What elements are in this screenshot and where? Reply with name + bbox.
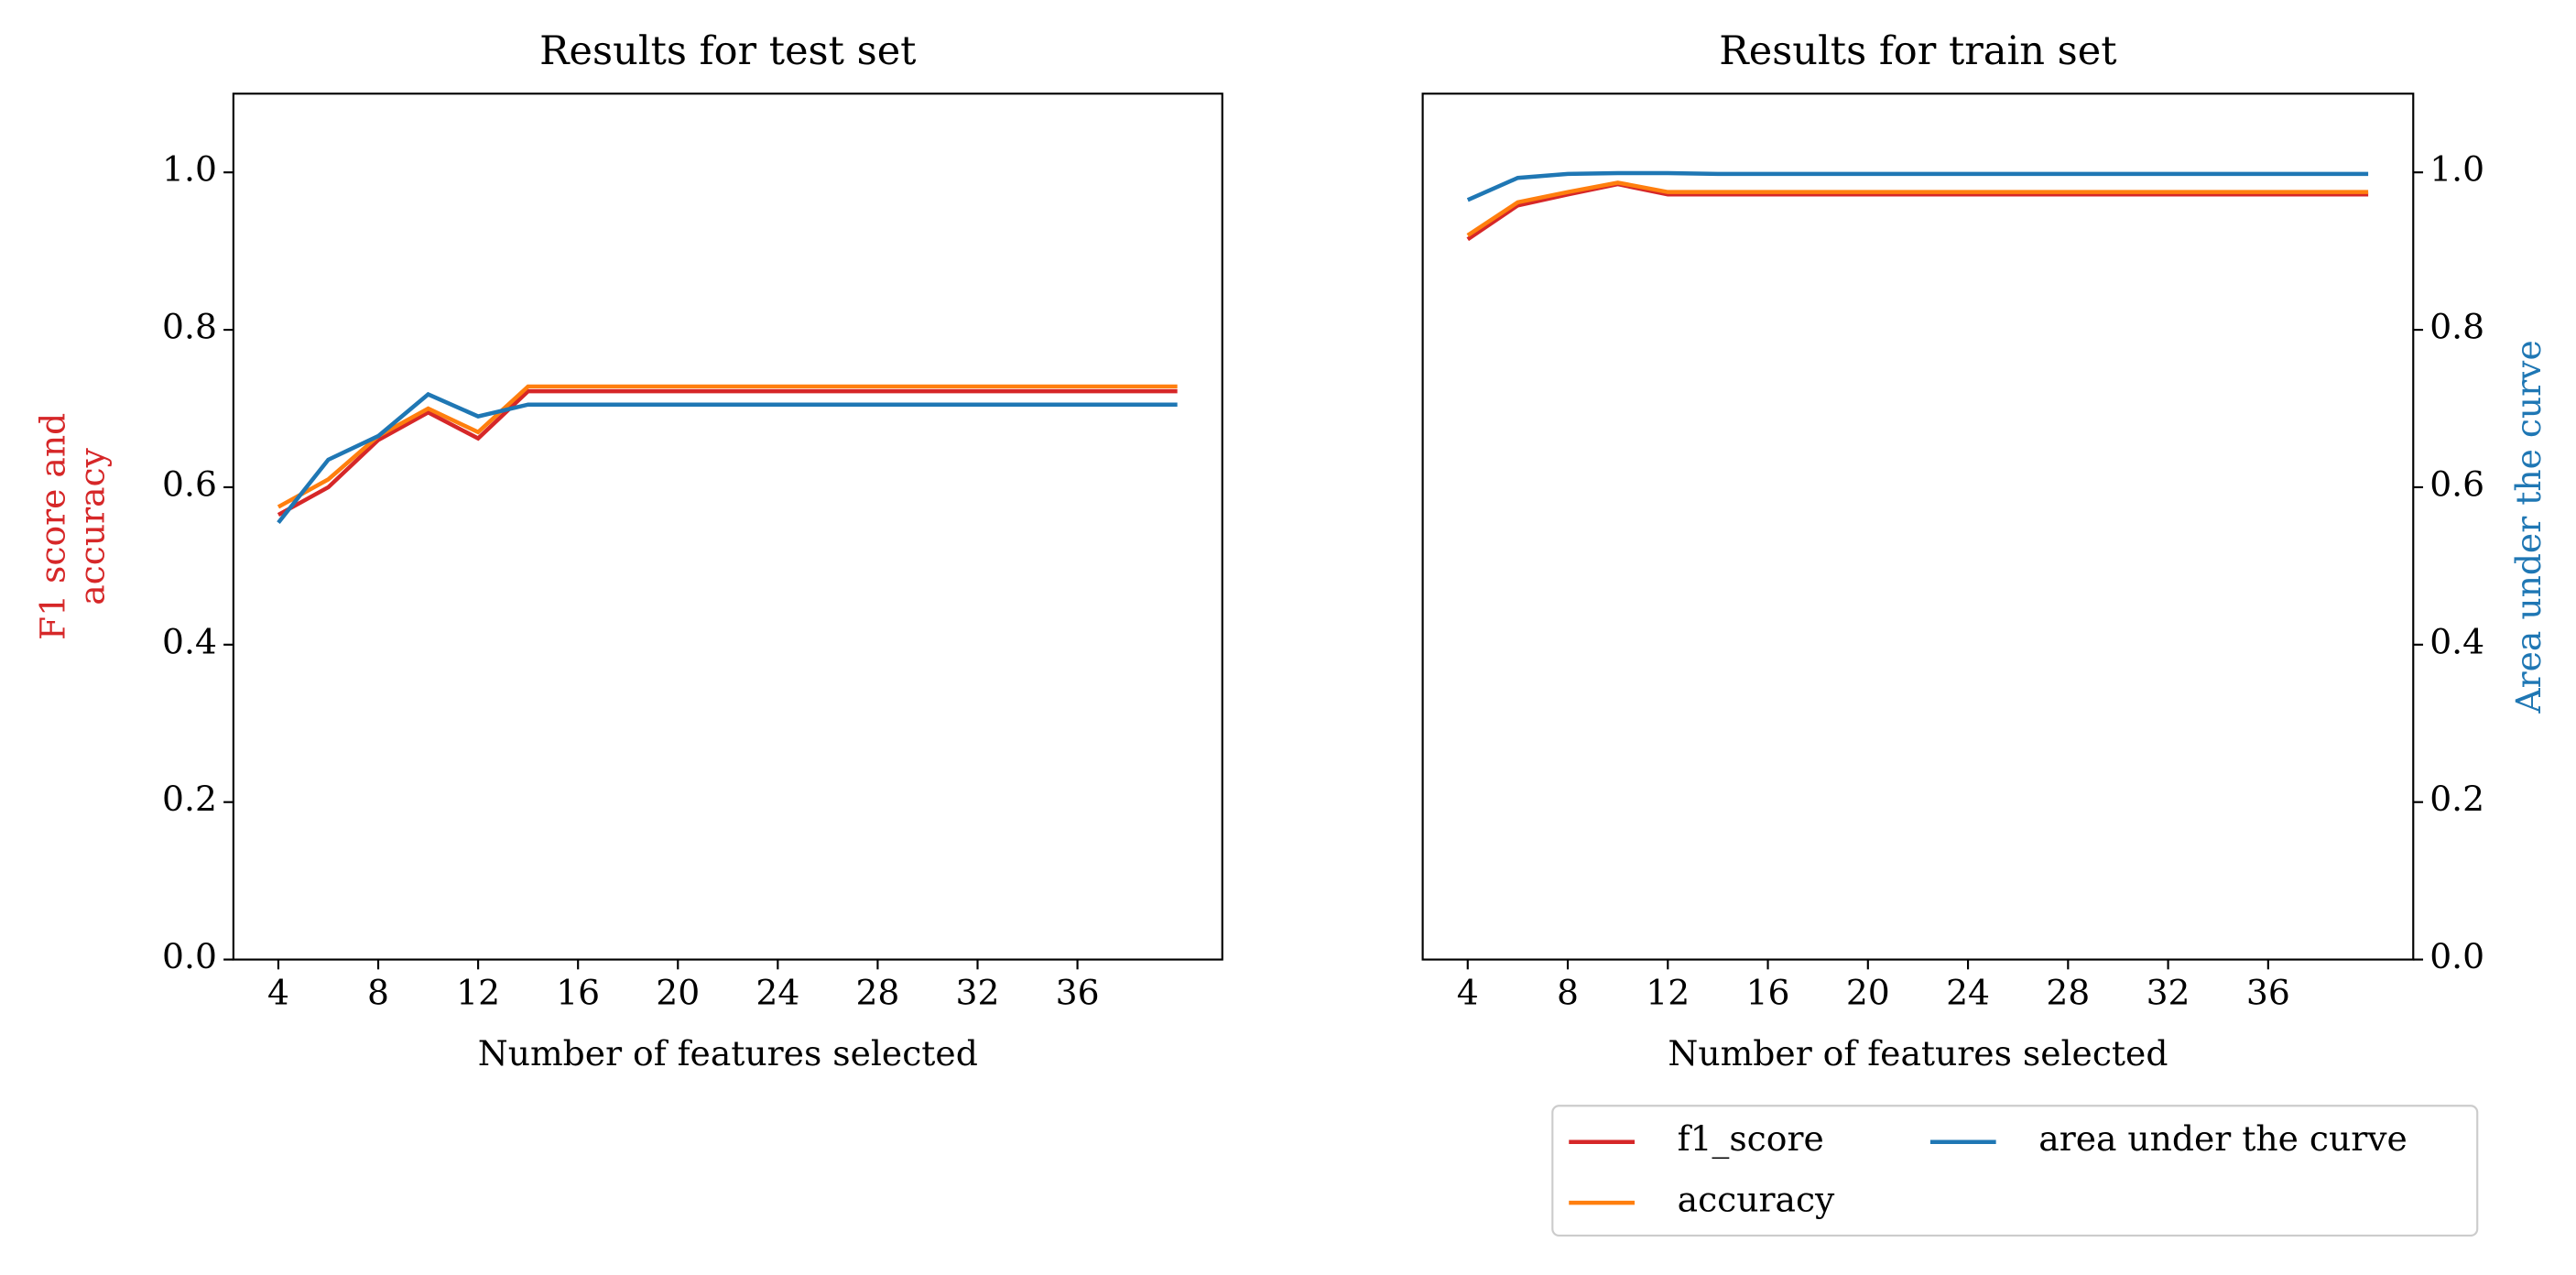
x-tick-label: 20 (1846, 973, 1890, 1013)
plot-frame (1421, 93, 2415, 961)
line-series (277, 384, 1178, 509)
x-axis-label: Number of features selected (478, 1033, 978, 1073)
x-tick-label: 20 (656, 973, 700, 1013)
y-axis-label: accuracy (72, 447, 113, 605)
y-axis-label: Area under the curve (2508, 340, 2549, 714)
y-tick-label: 0.8 (2429, 307, 2484, 347)
line-series (1466, 170, 2369, 202)
x-tick-label: 24 (1946, 973, 1990, 1013)
legend-box (1551, 1105, 2479, 1237)
y-tick-label: 1.0 (2429, 149, 2484, 190)
y-tick-label: 0.6 (2429, 463, 2484, 504)
x-tick-label: 36 (1056, 973, 1100, 1013)
y-tick-label: 0.2 (162, 779, 217, 819)
legend-label: accuracy (1678, 1180, 1835, 1220)
line-series (277, 388, 1178, 517)
plot-frame (232, 93, 1223, 961)
x-tick-label: 36 (2246, 973, 2290, 1013)
x-tick-label: 32 (956, 973, 1000, 1013)
y-tick-label: 0.6 (162, 463, 217, 504)
x-tick-label: 28 (2046, 973, 2090, 1013)
y-tick-label: 0.0 (162, 936, 217, 976)
x-tick-label: 4 (1457, 973, 1479, 1013)
legend-label: f1_score (1678, 1118, 1824, 1160)
chart-title: Results for train set (1719, 28, 2116, 74)
line-series (277, 391, 1178, 525)
x-tick-label: 12 (1646, 973, 1690, 1013)
y-tick-label: 0.8 (162, 307, 217, 347)
x-tick-label: 32 (2147, 973, 2190, 1013)
x-tick-label: 4 (267, 973, 289, 1013)
y-axis-label: F1 score and (33, 413, 73, 640)
y-tick-label: 0.4 (2429, 621, 2484, 661)
x-tick-label: 8 (367, 973, 389, 1013)
x-tick-label: 16 (1746, 973, 1790, 1013)
y-tick-label: 0.4 (162, 621, 217, 661)
x-tick-label: 8 (1557, 973, 1579, 1013)
x-axis-label: Number of features selected (1668, 1033, 2168, 1073)
chart-title: Results for test set (539, 28, 916, 74)
line-series (1466, 180, 2369, 237)
legend: f1_score accuracy area under the curve (1551, 1105, 2479, 1237)
x-tick-label: 16 (556, 973, 600, 1013)
x-tick-label: 12 (456, 973, 500, 1013)
y-tick-label: 0.2 (2429, 779, 2484, 819)
y-tick-label: 0.0 (2429, 936, 2484, 976)
y-tick-label: 1.0 (162, 149, 217, 190)
legend-label: area under the curve (2038, 1118, 2408, 1159)
x-tick-label: 24 (755, 973, 799, 1013)
x-tick-label: 28 (855, 973, 899, 1013)
